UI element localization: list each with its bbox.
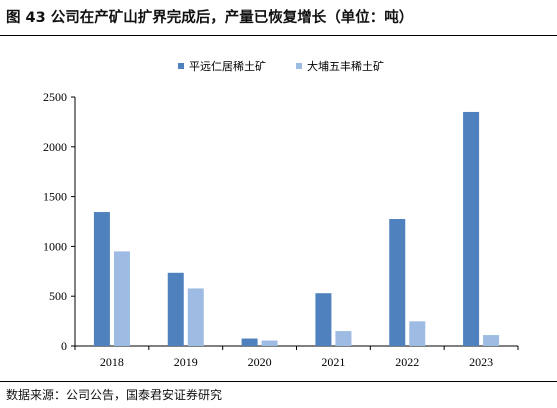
x-tick-label: 2021 [321, 355, 345, 369]
x-tick-label: 2019 [174, 355, 198, 369]
title-rule [0, 35, 557, 36]
bar-series1-2021 [315, 293, 332, 346]
source-note: 数据来源：公司公告，国泰君安证券研究 [6, 388, 223, 402]
figure-label: 图 43 [6, 10, 46, 26]
bar-series1-2020 [241, 338, 258, 346]
figure-title-text: 公司在产矿山扩界完成后，产量已恢复增长（单位：吨） [50, 10, 414, 26]
y-tick-label: 2500 [43, 90, 67, 104]
footer-rule [0, 381, 557, 382]
bar-series2-2022 [409, 321, 426, 346]
title-bar: 图 43 公司在产矿山扩界完成后，产量已恢复增长（单位：吨） [0, 0, 557, 34]
bar-series1-2018 [93, 212, 110, 346]
bar-series1-2023 [463, 111, 480, 346]
legend-label-2: 大埔五丰稀土矿 [307, 59, 384, 73]
x-tick-label: 2023 [469, 355, 493, 369]
x-tick-label: 2018 [100, 355, 124, 369]
y-tick-label: 1500 [43, 190, 67, 204]
bar-series2-2019 [187, 288, 204, 346]
legend-swatch-1 [178, 63, 184, 69]
x-tick-label: 2022 [395, 355, 419, 369]
figure-title: 图 43 公司在产矿山扩界完成后，产量已恢复增长（单位：吨） [6, 6, 413, 27]
y-tick-label: 2000 [43, 140, 67, 154]
y-tick-label: 500 [49, 289, 67, 303]
y-tick-label: 1000 [43, 239, 67, 253]
legend-label-1: 平远仁居稀土矿 [189, 60, 266, 73]
y-tick-label: 0 [61, 339, 67, 353]
x-tick-label: 2020 [248, 355, 272, 369]
bar-series1-2019 [167, 272, 184, 346]
bar-series1-2022 [389, 219, 406, 346]
bar-series2-2018 [113, 251, 130, 346]
bar-series2-2021 [335, 331, 352, 346]
bar-series2-2020 [261, 340, 278, 346]
bar-series2-2023 [483, 335, 500, 346]
legend-swatch-2 [296, 63, 302, 69]
